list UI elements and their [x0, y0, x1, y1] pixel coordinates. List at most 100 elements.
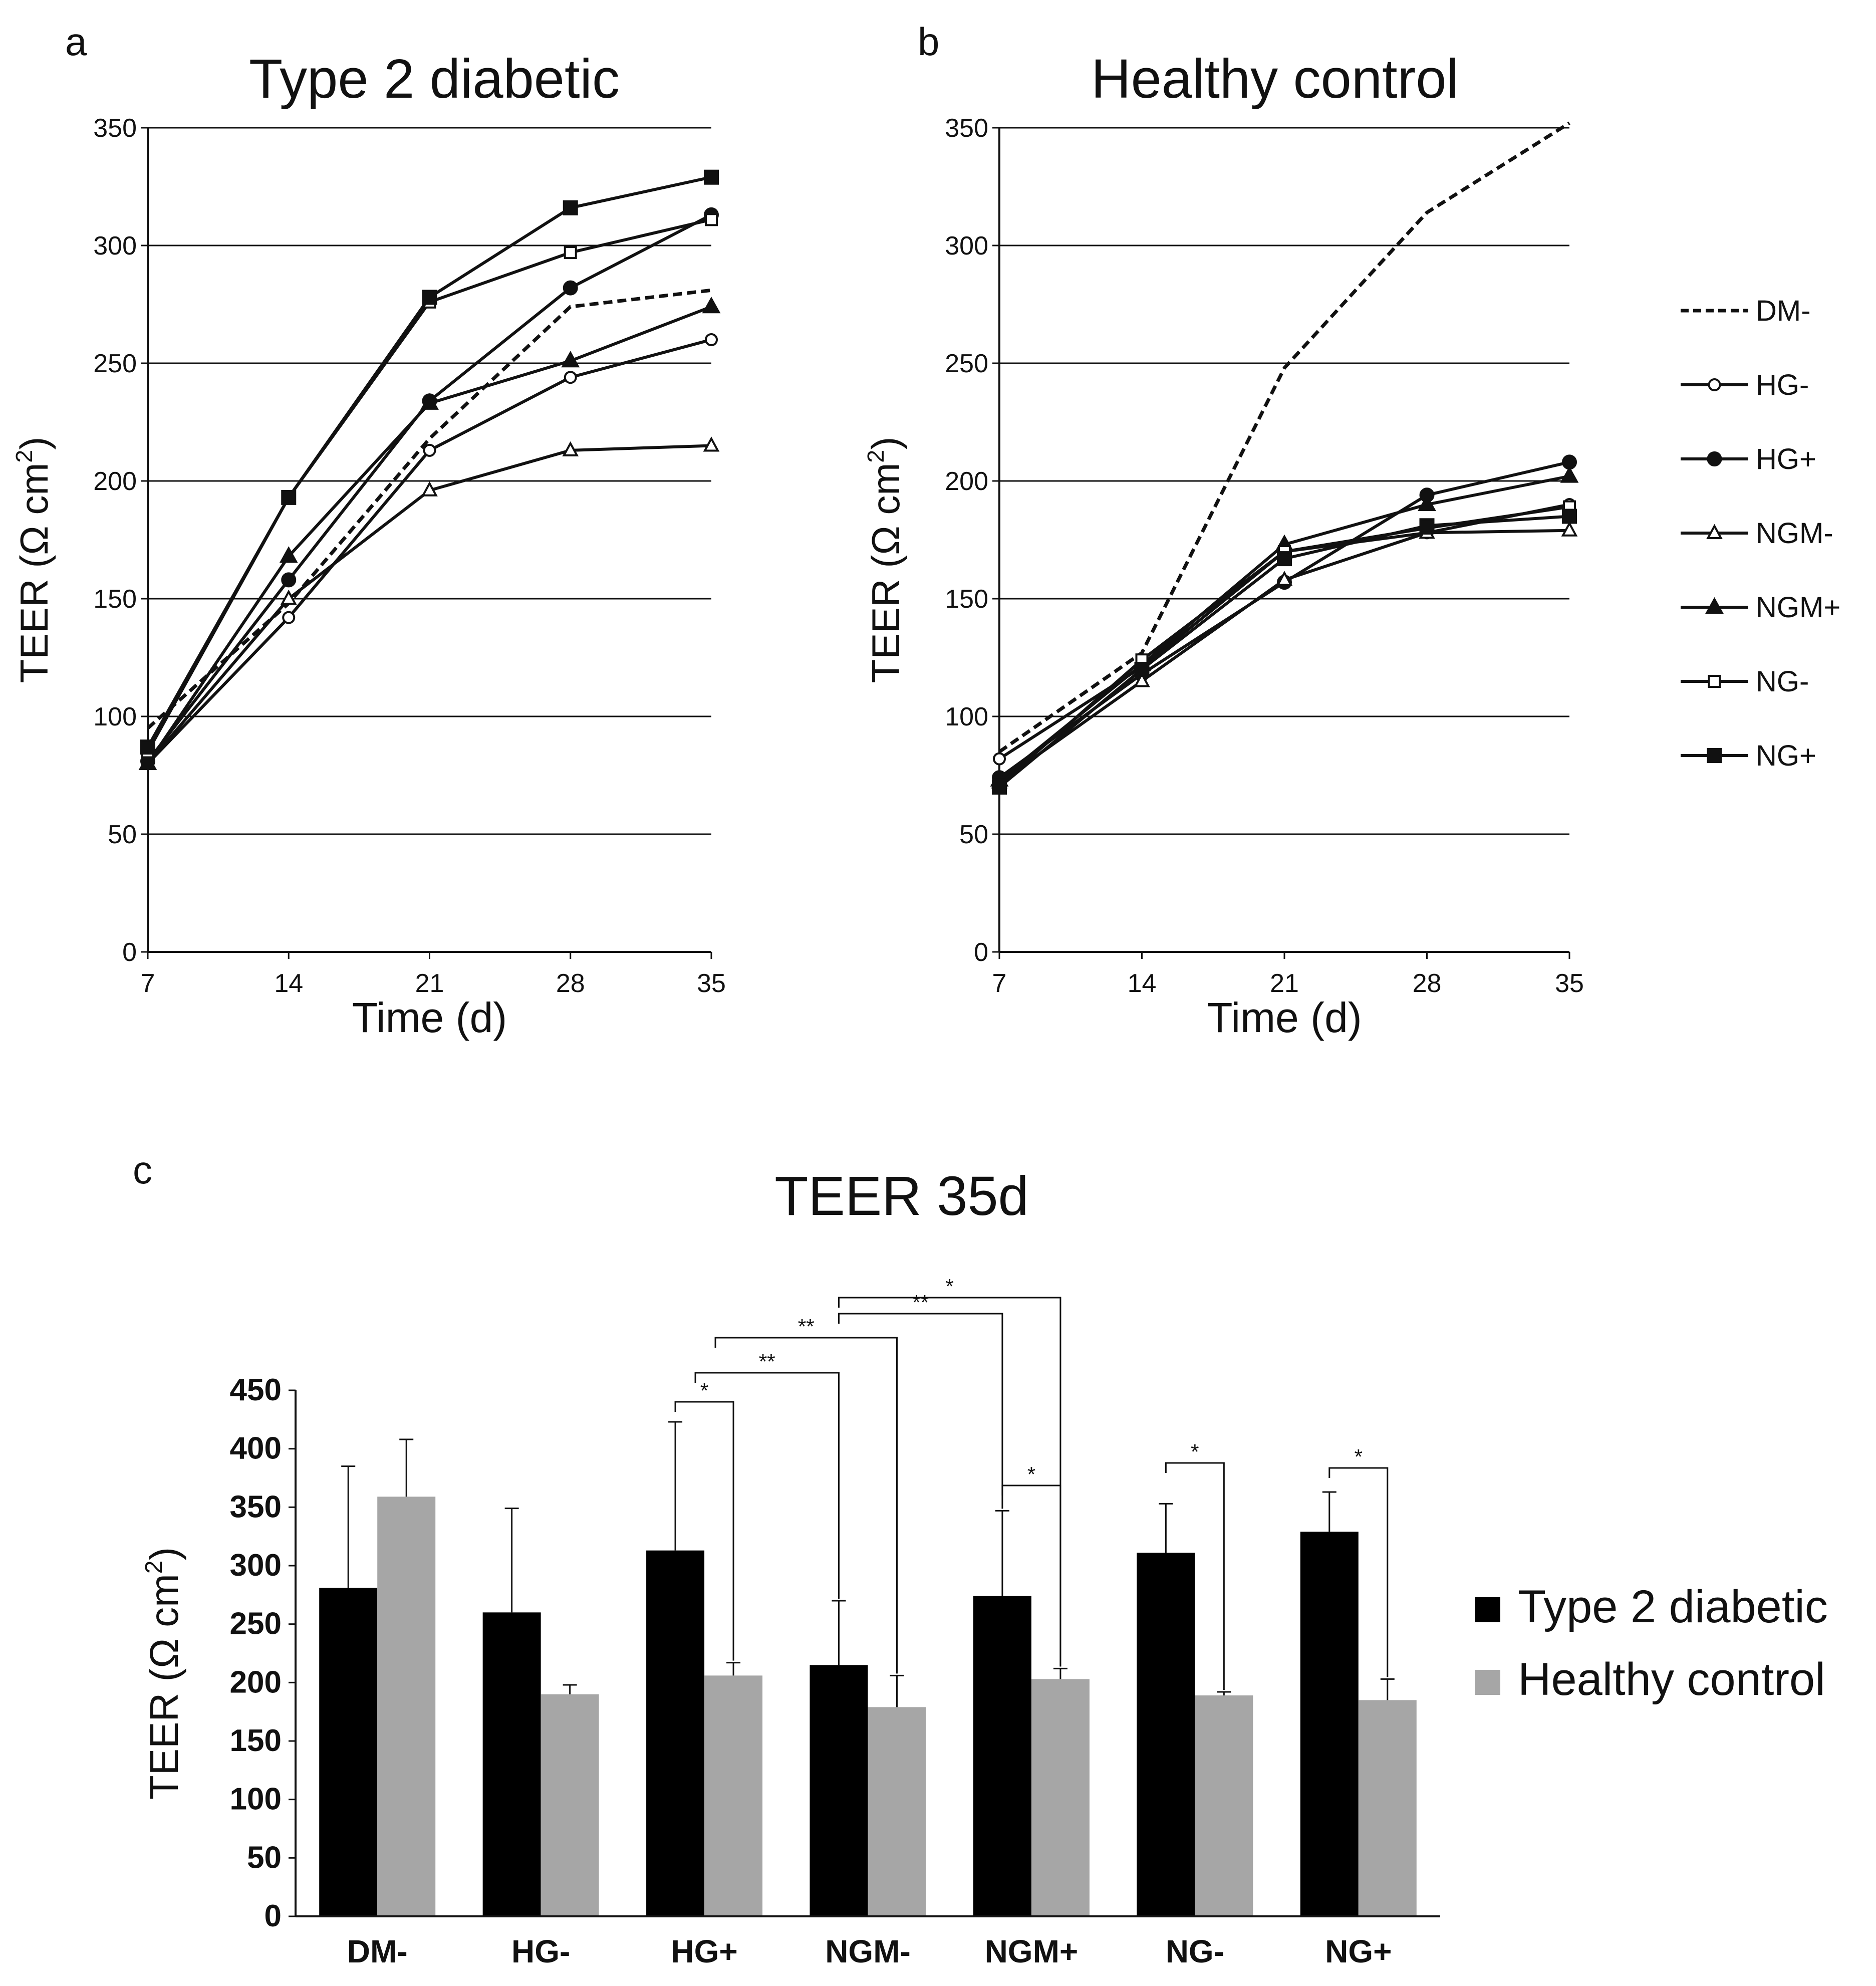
legend-label-ngplus: NG+	[1756, 739, 1816, 772]
legend-label-type-2-diabetic: Type 2 diabetic	[1518, 1581, 1828, 1632]
panel-c-y-tick-label: 0	[264, 1899, 282, 1933]
significance-bracket	[1328, 1467, 1389, 1677]
panel-b-point-ngplus	[1277, 551, 1292, 567]
bar-type-2-diabetic-ngminus	[1137, 1553, 1195, 1916]
bar-type-2-diabetic-ngmminus	[810, 1665, 868, 1916]
panel-b-line-dmminus	[998, 121, 1570, 754]
panel-c-bar-chart: TEER 35d 0 50 100 150 200 250 300 350 400 450 TEER …	[141, 1165, 1440, 1969]
panel-c-y-tick-label: 350	[230, 1489, 282, 1524]
significance-label: *	[1027, 1462, 1035, 1486]
significance-label: *	[1355, 1445, 1363, 1468]
panel-a-point-ngplus	[140, 739, 155, 755]
panel-a-line-dmminus	[146, 288, 712, 730]
panel-a-line-ngplus	[146, 175, 712, 748]
panel-c-letter: c	[133, 1148, 152, 1192]
panel-b-y-axis-label-end: )	[864, 437, 908, 450]
panel-b-y-axis-label-main: TEER (Ω cm	[864, 463, 908, 683]
bar-healthy-control-dmminus	[377, 1497, 436, 1916]
panel-b-series-dmminus	[998, 121, 1570, 754]
panel-a-y-tick-label: 250	[93, 349, 137, 378]
panel-c-x-tick-label-hgminus: HG-	[511, 1933, 570, 1969]
legend-marker-hgplus	[1707, 451, 1722, 466]
panel-c-x-tick-label-ngminus: NG-	[1166, 1933, 1224, 1969]
panel-b-point-ngplus	[1562, 509, 1577, 524]
significance-bracket	[838, 1297, 1061, 1667]
panel-a-series-ngmplus	[138, 297, 721, 770]
significance-label: *	[946, 1275, 954, 1298]
significance-label: *	[700, 1379, 708, 1402]
significance-label: **	[912, 1291, 929, 1314]
panel-c-y-axis-label-end: )	[142, 1547, 186, 1561]
panel-a-point-ngmminus	[703, 436, 720, 452]
panel-b-point-ngmminus	[1561, 521, 1578, 537]
panel-b-y-tick-label: 200	[945, 467, 988, 496]
bar-healthy-control-hgminus	[541, 1694, 599, 1916]
significance-bracket	[674, 1401, 734, 1661]
panel-c-x-tick-label-hgplus: HG+	[671, 1933, 737, 1969]
panel-b-y-tick-label: 0	[974, 938, 988, 967]
panel-b-series-ngmplus	[990, 466, 1579, 787]
panel-a-y-axis-label-end: )	[12, 437, 56, 450]
panel-a-point-ngmplus	[138, 753, 157, 770]
bar-healthy-control-ngminus	[1195, 1695, 1253, 1916]
significance-bracket	[1001, 1484, 1061, 1667]
panel-b-y-tick-label: 350	[945, 114, 988, 143]
legend-label-ngmplus: NGM+	[1756, 591, 1840, 624]
bar-type-2-diabetic-ngmplus	[973, 1596, 1031, 1916]
significance-bracket	[714, 1337, 898, 1674]
panel-b-x-tick-label: 14	[1128, 969, 1157, 998]
panel-a-title: Type 2 diabetic	[249, 48, 620, 110]
panel-a-point-hgminus	[564, 371, 577, 384]
panel-a-y-tick-label: 350	[93, 114, 137, 143]
panel-b-point-ngmplus	[1560, 466, 1579, 483]
panel-a-point-ngplus	[422, 290, 437, 305]
panel-a-point-ngmminus	[280, 589, 297, 605]
legend-marker-ngmplus	[1705, 597, 1724, 614]
panel-a-letter: a	[65, 20, 87, 64]
significance-bracket	[694, 1372, 840, 1599]
panel-b-y-tick-label: 100	[945, 702, 988, 731]
panel-a-line-chart: Type 2 diabetic 0 50 100 150 200 250 300 350 7 14 2…	[11, 48, 726, 1041]
panel-a-y-tick-label: 100	[93, 702, 137, 731]
panel-b-x-tick-label: 28	[1413, 969, 1442, 998]
panel-a-series-ngplus	[140, 169, 719, 755]
panel-b-series-hgplus	[992, 454, 1577, 786]
panel-a-y-tick-label: 150	[93, 585, 137, 614]
panel-b-point-ngplus	[1419, 518, 1435, 534]
panel-b-x-tick-label: 7	[992, 969, 1007, 998]
panel-b-x-axis-label: Time (d)	[1207, 994, 1362, 1041]
panel-a-point-hgminus	[282, 611, 296, 624]
panel-a-x-axis-label: Time (d)	[352, 994, 507, 1041]
panel-a-x-tick-label: 7	[141, 969, 155, 998]
panel-a-point-ngplus	[563, 200, 578, 215]
panel-b-line-chart: Healthy control 0 50 100 150 200 250 300 350 7 14 2…	[863, 48, 1584, 1041]
panel-b-point-ngmplus	[1418, 494, 1436, 511]
panel-b-line-ngmminus	[998, 529, 1570, 784]
panel-a-point-ngminus	[705, 213, 718, 226]
panel-b-series-ngplus	[992, 509, 1577, 795]
significance-label: **	[798, 1315, 815, 1338]
significance-label: **	[759, 1350, 775, 1373]
panel-b-point-ngplus	[992, 780, 1007, 795]
significance-label: *	[1191, 1440, 1199, 1463]
panel-a-y-tick-label: 200	[93, 467, 137, 496]
panel-c-y-tick-label: 50	[247, 1840, 282, 1875]
panel-a-point-ngmplus	[279, 546, 298, 563]
panel-b-y-tick-label: 150	[945, 585, 988, 614]
panel-a-point-hgminus	[423, 443, 436, 457]
bar-type-2-diabetic-ngplus	[1300, 1532, 1359, 1916]
panel-a-point-ngmplus	[420, 393, 439, 410]
panel-b-point-ngmminus	[1134, 672, 1150, 687]
significance-bracket	[1165, 1462, 1225, 1690]
bar-type-2-diabetic-dmminus	[319, 1588, 378, 1916]
panel-b-line-hgplus	[998, 460, 1570, 779]
panel-c-title: TEER 35d	[774, 1165, 1028, 1227]
legend-swatch-type-2-diabetic	[1475, 1597, 1500, 1622]
legend-marker-hgminus	[1708, 378, 1721, 391]
panel-b-y-axis-label: TEER (Ω cm2)	[863, 437, 908, 683]
panel-a-series-dmminus	[146, 288, 712, 730]
panel-c-y-axis-label-main: TEER (Ω cm	[142, 1574, 186, 1800]
panel-a-point-ngminus	[564, 246, 577, 260]
legend-label-healthy-control: Healthy control	[1518, 1654, 1825, 1705]
